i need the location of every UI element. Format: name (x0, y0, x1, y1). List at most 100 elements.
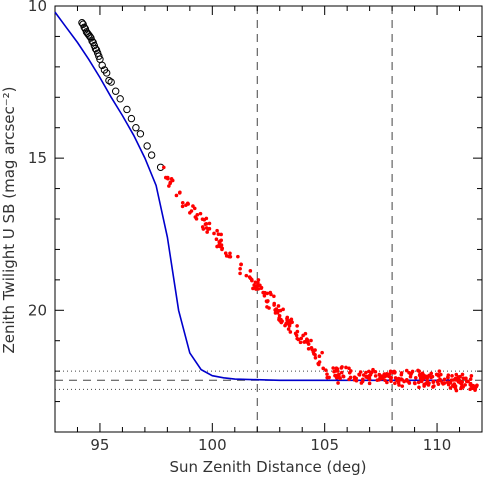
open-point (98, 61, 106, 70)
filled-point (261, 290, 265, 295)
filled-point (262, 293, 267, 298)
filled-point (168, 180, 173, 185)
open-point (147, 151, 156, 159)
open-point (107, 78, 115, 86)
filled-point (204, 226, 209, 230)
filled-point (442, 377, 447, 382)
filled-point (289, 317, 294, 322)
filled-point (178, 190, 182, 195)
filled-point (371, 367, 375, 372)
filled-point (203, 222, 208, 227)
filled-point (277, 313, 282, 318)
x-axis-label: Sun Zenith Distance (deg) (170, 458, 367, 476)
filled-point (430, 374, 435, 379)
filled-point (283, 323, 287, 328)
filled-point (303, 331, 308, 336)
filled-point (219, 243, 224, 247)
filled-point (317, 354, 322, 359)
filled-point (238, 271, 242, 276)
x-tick-label: 100 (198, 436, 227, 454)
filled-point (344, 365, 348, 370)
filled-point (475, 383, 479, 388)
filled-point (269, 292, 273, 297)
filled-point (198, 211, 203, 216)
filled-point (426, 383, 431, 387)
filled-point (410, 369, 415, 374)
filled-point (448, 386, 453, 390)
filled-point (273, 308, 277, 312)
filled-point (336, 373, 340, 377)
filled-point (347, 377, 351, 382)
filled-point (373, 374, 378, 378)
filled-point (461, 385, 465, 389)
filled-point (382, 372, 387, 376)
filled-point (288, 330, 293, 334)
filled-point (214, 237, 219, 242)
filled-point (461, 376, 466, 381)
filled-point (361, 373, 366, 377)
filled-point (224, 254, 229, 258)
filled-point (161, 165, 166, 170)
filled-point (336, 381, 340, 385)
y-tick-label: 10 (28, 0, 47, 15)
filled-point (357, 373, 362, 377)
filled-point (454, 372, 459, 377)
filled-point (180, 201, 185, 205)
plot-frame (54, 5, 483, 433)
filled-point (217, 240, 222, 244)
filled-point (194, 217, 199, 221)
filled-point (298, 340, 303, 345)
filled-point (439, 372, 443, 377)
filled-point (341, 374, 346, 379)
filled-point (306, 346, 311, 351)
filled-point (464, 379, 469, 384)
filled-point (276, 304, 281, 308)
filled-point (450, 374, 454, 378)
filled-point (399, 377, 404, 381)
filled-point (367, 369, 371, 374)
filled-point (331, 366, 335, 370)
filled-point (239, 262, 243, 267)
filled-point (254, 287, 258, 291)
open-point (86, 32, 94, 41)
filled-point (219, 232, 223, 237)
filled-point (325, 372, 329, 376)
x-tick-label: 105 (310, 436, 339, 454)
filled-point (413, 381, 417, 386)
filled-point (216, 232, 221, 237)
filled-point (367, 374, 372, 379)
filled-point (201, 227, 206, 231)
filled-point (448, 380, 453, 385)
filled-point (358, 370, 363, 374)
filled-point (349, 369, 353, 373)
filled-point (367, 381, 372, 386)
filled-point (248, 276, 253, 281)
filled-point (281, 307, 285, 312)
filled-point (473, 388, 477, 392)
filled-point (347, 366, 351, 371)
filled-point (359, 381, 364, 385)
filled-point (419, 373, 424, 378)
filled-point (256, 278, 261, 282)
filled-point (437, 369, 442, 373)
filled-point (397, 383, 401, 387)
filled-point (273, 311, 278, 315)
filled-point (180, 204, 185, 209)
filled-point (324, 368, 328, 372)
filled-point (385, 380, 389, 385)
filled-point (207, 221, 212, 226)
filled-point (228, 251, 232, 256)
filled-point (238, 266, 242, 271)
filled-point (299, 336, 304, 341)
filled-point (251, 286, 255, 291)
filled-point (272, 294, 276, 299)
filled-point (334, 366, 339, 370)
filled-point (413, 375, 418, 380)
filled-point (215, 228, 219, 233)
filled-point (453, 384, 458, 388)
filled-point (416, 380, 421, 385)
filled-point (432, 384, 436, 388)
y-axis-label: Zenith Twilight U SB (mag arcsec⁻²) (0, 86, 18, 353)
y-tick-label: 15 (28, 149, 47, 167)
filled-point (313, 356, 318, 360)
